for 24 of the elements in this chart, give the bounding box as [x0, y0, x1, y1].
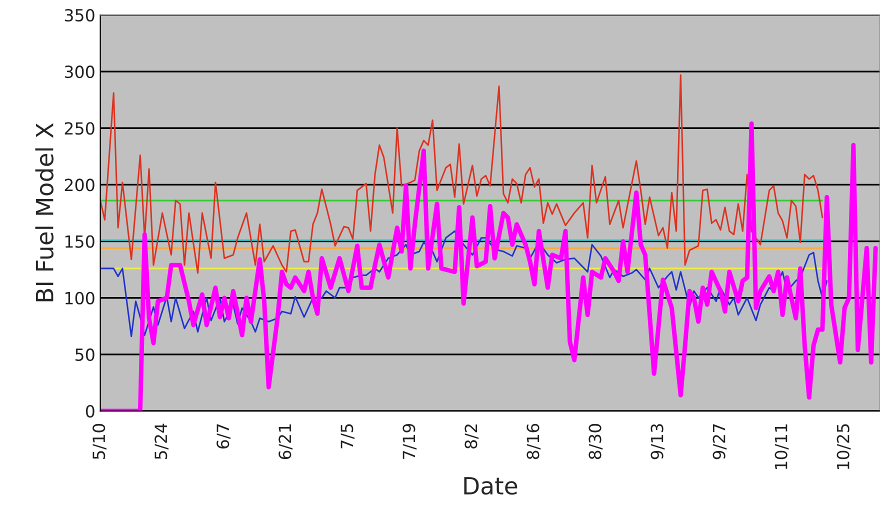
- x-tick-label: 10/25: [836, 424, 851, 470]
- y-tick-label: 0: [86, 404, 94, 418]
- x-tick-label: 8/30: [588, 424, 603, 460]
- x-tick-label: 9/27: [712, 424, 727, 460]
- y-tick-label: 250: [64, 122, 94, 135]
- y-tick-label: 300: [64, 66, 94, 78]
- y-tick-label: 200: [64, 178, 94, 192]
- x-tick-label: 6/21: [278, 424, 293, 460]
- x-tick-label: 5/24: [154, 424, 168, 459]
- y-tick-label: 350: [64, 8, 94, 22]
- x-axis-title: Date: [464, 477, 518, 495]
- y-tick-label: 100: [65, 292, 94, 304]
- y-tick-label: 150: [65, 235, 94, 248]
- x-tick-label: 8/2: [464, 424, 479, 449]
- x-tick-label: 7/19: [402, 424, 417, 459]
- x-tick-label: 8/16: [526, 424, 541, 460]
- line-series: [100, 74, 824, 274]
- y-tick-label: 50: [76, 348, 94, 362]
- y-axis-title: BI Fuel Model X: [35, 123, 54, 302]
- x-tick-label: 9/13: [650, 424, 665, 460]
- x-tick-label: 7/5: [340, 424, 355, 448]
- x-tick-label: 6/7: [216, 424, 231, 448]
- x-tick-label: 10/11: [774, 424, 789, 470]
- x-tick-label: 5/10: [92, 424, 106, 459]
